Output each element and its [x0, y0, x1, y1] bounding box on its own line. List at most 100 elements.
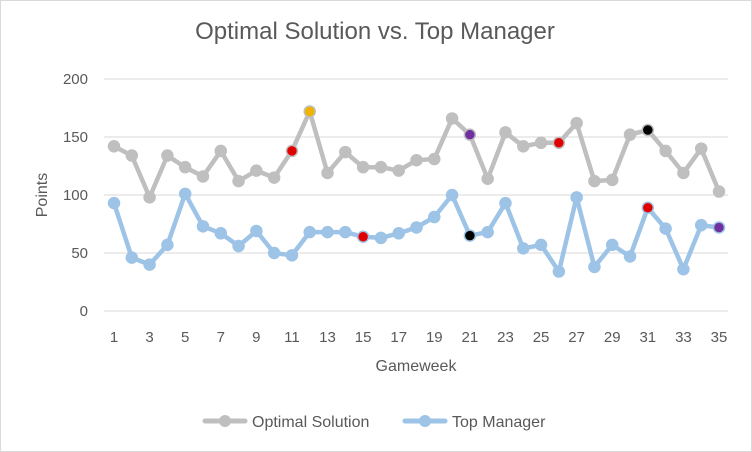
data-point-top-manager	[428, 210, 441, 224]
data-point-optimal-solution	[552, 136, 566, 150]
data-point-optimal-solution	[534, 136, 548, 150]
x-tick-label: 5	[181, 329, 189, 346]
data-point-top-manager	[303, 225, 316, 239]
x-tick-labels: 1 3 5 7 9 11 13 15 17 19 21 23 25 27 29 31 33 35	[110, 329, 728, 346]
y-tick-labels: 0 50 100 150 200	[63, 71, 88, 320]
chart-title: Optimal Solution vs. Top Manager	[195, 18, 555, 45]
series-top-manager	[107, 187, 726, 278]
x-tick-label: 7	[217, 329, 225, 346]
legend-label-optimal-solution: Optimal Solution	[252, 414, 369, 431]
data-point-top-manager	[605, 238, 619, 252]
data-point-top-manager	[659, 222, 672, 235]
data-point-top-manager	[534, 238, 548, 252]
data-point-top-manager	[481, 225, 494, 239]
data-point-optimal-solution	[570, 116, 583, 130]
x-tick-label: 9	[252, 329, 260, 346]
data-point-top-manager	[356, 230, 370, 244]
data-point-optimal-solution	[517, 140, 530, 153]
x-tick-label: 33	[675, 329, 692, 346]
y-tick-label: 0	[80, 303, 88, 320]
data-point-top-manager	[499, 196, 512, 210]
data-point-top-manager	[552, 265, 566, 278]
data-point-top-manager	[250, 224, 263, 238]
legend-dot-top-manager	[419, 415, 431, 427]
y-tick-label: 50	[71, 245, 88, 262]
data-point-top-manager	[623, 250, 637, 263]
x-tick-label: 27	[568, 329, 585, 346]
y-tick-label: 100	[63, 187, 88, 204]
data-point-top-manager	[410, 221, 423, 234]
data-point-optimal-solution	[623, 128, 637, 141]
data-point-optimal-solution	[285, 144, 299, 158]
legend: Optimal Solution Top Manager	[202, 414, 546, 431]
x-tick-label: 25	[533, 329, 550, 346]
data-point-top-manager	[339, 225, 352, 239]
data-point-optimal-solution	[712, 185, 726, 198]
gridlines	[104, 78, 728, 312]
data-point-top-manager	[588, 260, 601, 274]
data-point-top-manager	[285, 249, 299, 262]
data-point-top-manager	[570, 191, 583, 204]
data-point-optimal-solution	[321, 166, 334, 180]
data-point-optimal-solution	[588, 174, 601, 188]
data-point-optimal-solution	[250, 164, 263, 177]
data-point-optimal-solution	[178, 160, 192, 174]
data-point-top-manager	[143, 258, 156, 271]
x-tick-label: 21	[462, 329, 479, 346]
data-point-top-manager	[445, 188, 459, 202]
data-point-optimal-solution	[410, 153, 423, 167]
data-point-optimal-solution	[339, 145, 352, 159]
data-point-optimal-solution	[392, 164, 405, 177]
data-point-top-manager	[107, 196, 121, 210]
data-point-optimal-solution	[481, 172, 494, 186]
data-point-top-manager	[374, 231, 388, 245]
x-tick-label: 11	[284, 329, 300, 346]
data-point-optimal-solution	[107, 140, 121, 153]
x-tick-label: 15	[355, 329, 372, 346]
x-tick-label: 1	[110, 329, 118, 346]
data-point-top-manager	[392, 227, 405, 240]
x-tick-label: 31	[639, 329, 656, 346]
data-point-top-manager	[641, 201, 655, 215]
data-point-top-manager	[517, 242, 530, 255]
data-point-optimal-solution	[303, 105, 316, 118]
x-tick-label: 3	[145, 329, 153, 346]
data-point-optimal-solution	[143, 191, 156, 204]
data-point-top-manager	[214, 227, 228, 240]
legend-dot-optimal-solution	[219, 415, 231, 427]
data-point-top-manager	[196, 220, 210, 233]
data-point-optimal-solution	[499, 126, 512, 139]
data-point-optimal-solution	[641, 123, 655, 137]
y-axis-title: Points	[34, 173, 51, 217]
data-point-optimal-solution	[463, 128, 477, 141]
data-point-optimal-solution	[428, 152, 441, 166]
data-point-optimal-solution	[232, 174, 245, 188]
data-point-optimal-solution	[374, 160, 388, 174]
x-tick-label: 17	[390, 329, 407, 346]
data-point-optimal-solution	[356, 160, 370, 174]
data-point-top-manager	[125, 251, 139, 264]
data-point-optimal-solution	[445, 112, 459, 125]
data-point-optimal-solution	[125, 149, 139, 162]
x-tick-label: 19	[426, 329, 443, 346]
data-point-top-manager	[712, 221, 726, 234]
data-point-top-manager	[677, 262, 690, 276]
data-point-optimal-solution	[267, 171, 281, 184]
legend-label-top-manager: Top Manager	[452, 414, 546, 431]
x-axis-title: Gameweek	[376, 358, 458, 375]
data-point-optimal-solution	[677, 166, 690, 180]
data-point-optimal-solution	[694, 142, 708, 155]
data-point-top-manager	[463, 229, 477, 242]
data-point-optimal-solution	[659, 144, 672, 158]
x-tick-label: 35	[711, 329, 728, 346]
data-point-top-manager	[232, 239, 245, 253]
data-point-top-manager	[694, 218, 708, 232]
x-tick-label: 13	[319, 329, 336, 346]
y-tick-label: 150	[63, 129, 88, 146]
data-point-optimal-solution	[214, 144, 228, 158]
x-tick-label: 23	[497, 329, 514, 346]
data-point-optimal-solution	[161, 149, 174, 162]
data-point-optimal-solution	[605, 173, 619, 187]
